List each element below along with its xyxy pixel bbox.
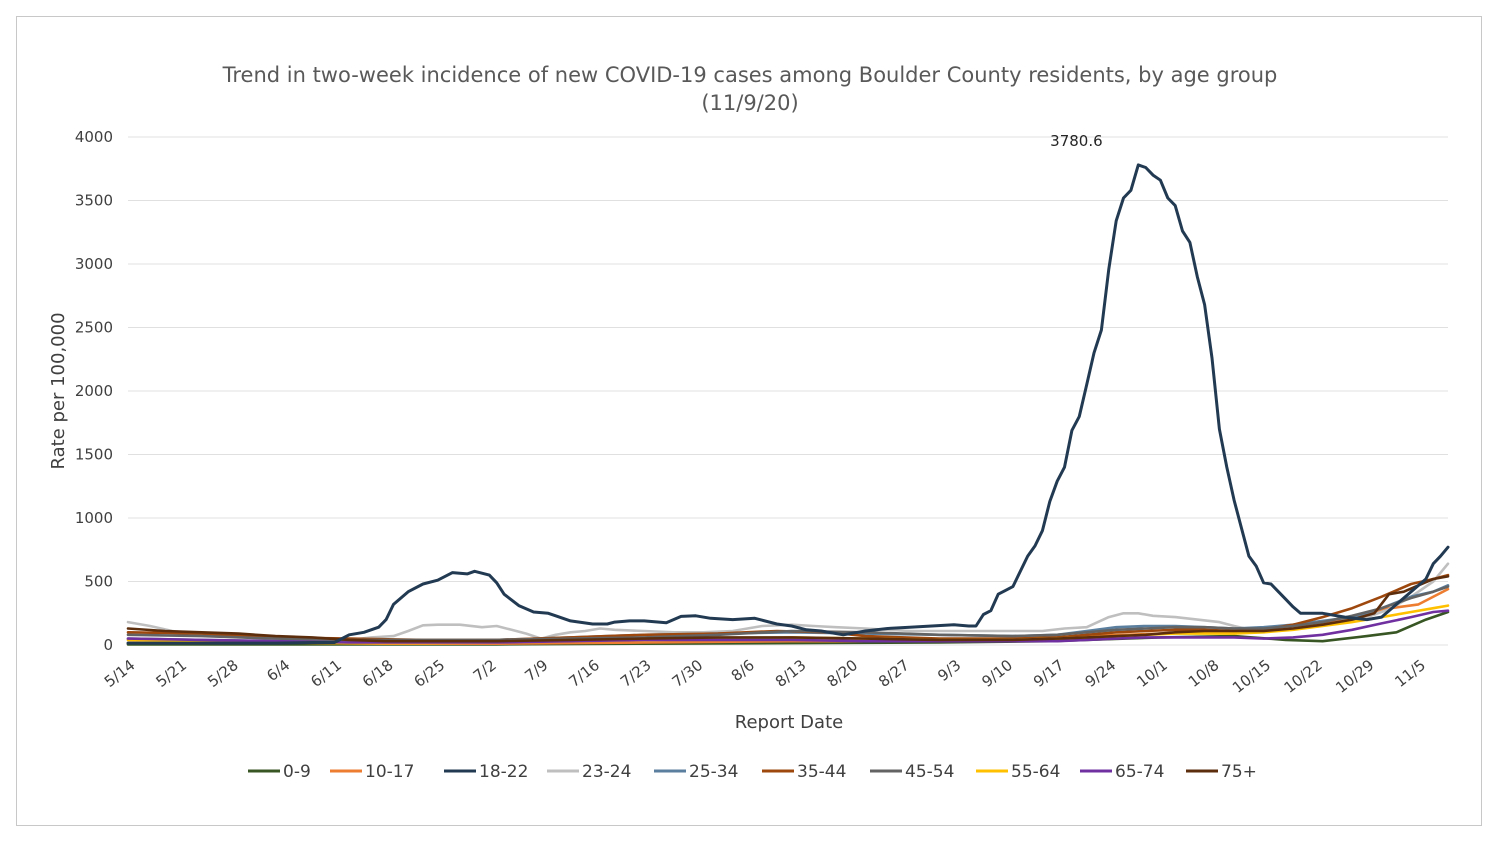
x-tick-label: 10/8 — [1185, 656, 1223, 691]
x-tick-label: 9/3 — [934, 656, 964, 685]
x-tick-label: 10/29 — [1332, 656, 1377, 697]
x-tick-label: 6/4 — [263, 656, 293, 685]
x-tick-label: 7/23 — [617, 656, 655, 691]
x-tick-label: 10/15 — [1229, 656, 1274, 697]
x-tick-label: 8/13 — [772, 656, 810, 691]
x-tick-label: 6/11 — [307, 656, 345, 691]
legend-label-0-9: 0-9 — [283, 762, 311, 782]
x-tick-label: 9/17 — [1030, 656, 1068, 691]
y-tick-label: 4000 — [75, 128, 113, 146]
x-tick-label: 7/9 — [521, 656, 551, 685]
gridlines — [128, 136, 1448, 646]
x-tick-label: 7/2 — [470, 656, 500, 685]
x-tick-label: 6/25 — [411, 656, 449, 691]
x-tick-label: 7/16 — [565, 656, 603, 691]
y-axis-ticks: 0 500 1000 1500 2000 2500 3000 3500 4000 — [75, 128, 113, 654]
x-tick-label: 5/28 — [204, 656, 242, 691]
y-tick-label: 0 — [103, 636, 113, 654]
x-tick-label: 6/18 — [359, 656, 397, 691]
y-tick-label: 1500 — [75, 446, 113, 464]
legend-label-75+: 75+ — [1221, 762, 1257, 782]
chart-frame — [16, 16, 1482, 826]
y-tick-label: 2500 — [75, 319, 113, 337]
series-lines — [126, 163, 1450, 646]
y-tick-label: 500 — [84, 573, 113, 591]
legend-label-45-54: 45-54 — [905, 762, 954, 782]
legend-label-23-24: 23-24 — [582, 762, 631, 782]
x-tick-label: 10/22 — [1281, 656, 1326, 697]
legend-label-18-22: 18-22 — [479, 762, 528, 782]
y-tick-label: 2000 — [75, 382, 113, 400]
series-line-18-22 — [126, 163, 1450, 645]
x-tick-label: 9/24 — [1082, 656, 1120, 691]
series-line-75+ — [126, 575, 1450, 643]
y-axis-title: Rate per 100,000 — [48, 312, 69, 469]
legend-label-55-64: 55-64 — [1011, 762, 1060, 782]
x-tick-label: 5/21 — [152, 656, 190, 691]
x-axis-title: Report Date — [735, 712, 843, 733]
y-tick-label: 3500 — [75, 192, 113, 210]
x-tick-label: 10/1 — [1133, 656, 1171, 691]
x-tick-label: 8/6 — [728, 656, 758, 685]
y-tick-label: 3000 — [75, 255, 113, 273]
y-tick-label: 1000 — [75, 509, 113, 527]
x-axis-ticks: 5/14 5/21 5/28 6/4 6/11 6/18 6/25 7/2 7/9 7/16 7/2… — [101, 656, 1429, 697]
x-tick-label: 5/14 — [101, 656, 139, 691]
chart-subtitle: (11/9/20) — [701, 91, 798, 115]
legend-label-25-34: 25-34 — [689, 762, 738, 782]
legend-label-35-44: 35-44 — [797, 762, 846, 782]
legend-label-65-74: 65-74 — [1115, 762, 1164, 782]
peak-annotation: 3780.6 — [1050, 132, 1103, 150]
legend: 0-9 10-17 18-22 23-24 25-34 35-44 45-54 55-64 65… — [248, 762, 1257, 782]
series-line-10-17 — [126, 587, 1450, 646]
x-tick-label: 8/27 — [875, 656, 913, 691]
x-tick-label: 9/10 — [978, 656, 1016, 691]
x-tick-label: 11/5 — [1391, 656, 1429, 691]
x-tick-label: 8/20 — [824, 656, 862, 691]
chart-title: Trend in two-week incidence of new COVID… — [222, 63, 1278, 87]
legend-label-10-17: 10-17 — [365, 762, 414, 782]
x-tick-label: 7/30 — [669, 656, 707, 691]
